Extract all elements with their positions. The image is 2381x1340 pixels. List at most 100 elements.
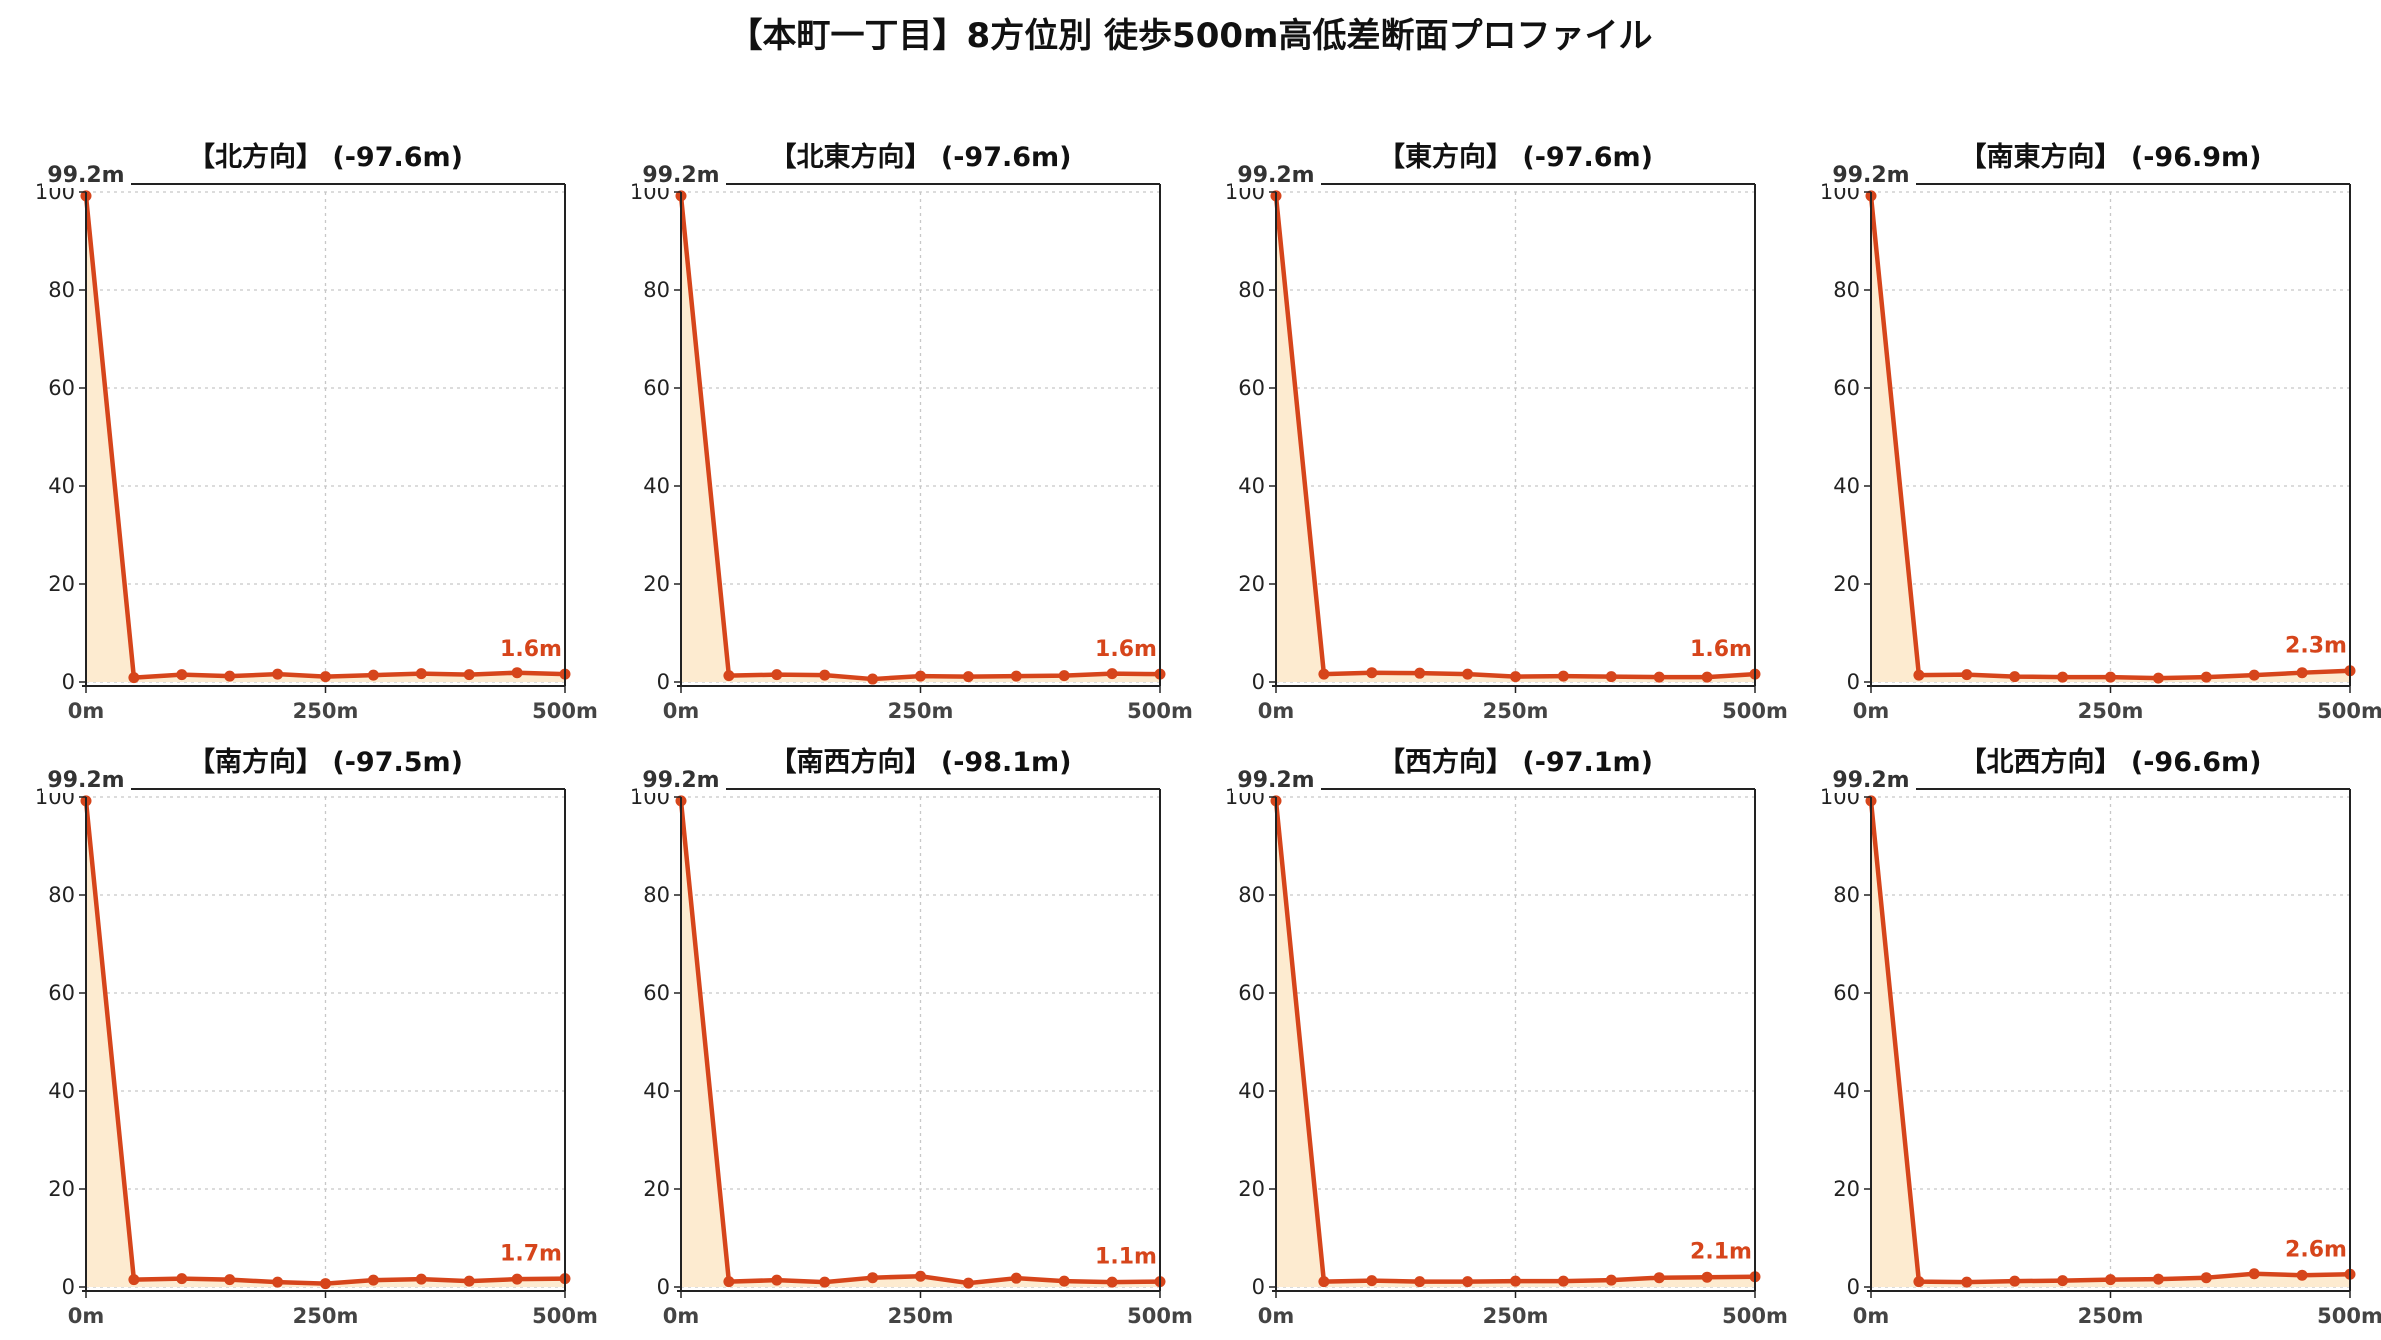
y-tick-label: 20	[643, 1177, 670, 1201]
data-point	[867, 1272, 879, 1284]
data-point	[2105, 671, 2116, 683]
start-label-bg	[637, 162, 725, 188]
data-point	[224, 670, 236, 682]
data-point	[723, 1276, 735, 1288]
y-tick-label: 0	[62, 670, 75, 694]
x-tick-label: 500m	[1722, 1304, 1788, 1328]
start-label-bg	[1827, 767, 1915, 793]
start-label-bg	[42, 162, 130, 188]
data-point	[819, 669, 831, 681]
data-point	[2200, 1272, 2212, 1284]
data-point	[1010, 1272, 1022, 1284]
y-tick-label: 80	[643, 883, 670, 907]
data-point	[819, 1276, 831, 1288]
data-point	[1318, 668, 1330, 680]
x-tick-label: 0m	[68, 1304, 105, 1328]
y-tick-label: 40	[1238, 1079, 1265, 1103]
x-tick-label: 250m	[293, 1304, 359, 1328]
x-tick-label: 250m	[2078, 1304, 2144, 1328]
data-point	[915, 670, 926, 682]
y-tick-label: 20	[48, 1177, 75, 1201]
data-point	[415, 1273, 427, 1285]
y-tick-label: 20	[1833, 572, 1860, 596]
data-point	[1318, 1276, 1330, 1288]
data-point	[2152, 1273, 2164, 1285]
data-point	[272, 1276, 284, 1288]
y-tick-label: 80	[48, 883, 75, 907]
data-point	[2296, 1269, 2308, 1281]
x-tick-label: 500m	[1722, 699, 1788, 723]
y-tick-label: 0	[1847, 1275, 1860, 1299]
y-tick-label: 40	[643, 474, 670, 498]
subplot-title: 【南西方向】 (-98.1m)	[769, 746, 1071, 778]
profile-line	[1273, 195, 1756, 680]
data-point	[2248, 1268, 2260, 1280]
figure-title: 【本町一丁目】8方位別 徒歩500m高低差断面プロファイル	[728, 16, 1653, 56]
x-tick-label: 0m	[1258, 699, 1295, 723]
y-tick-label: 60	[643, 376, 670, 400]
data-point	[1557, 1275, 1569, 1287]
data-point	[463, 1275, 475, 1287]
subplot-title: 【北方向】 (-97.6m)	[188, 141, 463, 173]
x-tick-label: 500m	[2317, 699, 2381, 723]
data-point	[1010, 670, 1022, 682]
y-tick-label: 0	[657, 1275, 670, 1299]
data-point	[415, 668, 427, 680]
x-tick-label: 250m	[1483, 699, 1549, 723]
data-point	[771, 669, 783, 681]
data-point	[511, 1273, 523, 1285]
y-tick-label: 60	[643, 981, 670, 1005]
data-point	[176, 1273, 188, 1285]
subplot-title: 【北東方向】 (-97.6m)	[769, 141, 1071, 173]
end-label: 1.1m	[1095, 1245, 1157, 1270]
y-tick-label: 60	[1833, 981, 1860, 1005]
y-tick-label: 40	[48, 1079, 75, 1103]
y-tick-label: 80	[1238, 278, 1265, 302]
data-point	[867, 673, 879, 685]
data-point	[463, 669, 475, 681]
data-point	[1414, 667, 1426, 679]
y-tick-label: 40	[48, 474, 75, 498]
data-point	[2009, 1275, 2021, 1287]
data-point	[2057, 671, 2069, 683]
data-point	[1106, 668, 1118, 680]
data-point	[1701, 671, 1713, 683]
start-label-bg	[1232, 162, 1320, 188]
y-tick-label: 80	[1833, 278, 1860, 302]
y-tick-label: 60	[48, 981, 75, 1005]
data-point	[128, 672, 140, 684]
data-point	[1106, 1276, 1118, 1288]
start-label-bg	[1827, 162, 1915, 188]
start-label: 99.2m	[1832, 163, 1909, 188]
y-tick-label: 20	[1238, 572, 1265, 596]
data-point	[1961, 1276, 1973, 1288]
start-label-bg	[42, 767, 130, 793]
subplot-title: 【東方向】 (-97.6m)	[1378, 141, 1653, 173]
data-point	[511, 667, 523, 679]
y-tick-label: 60	[1833, 376, 1860, 400]
x-tick-label: 500m	[2317, 1304, 2381, 1328]
profile-line	[1273, 800, 1756, 1284]
y-tick-label: 60	[48, 376, 75, 400]
y-tick-label: 20	[643, 572, 670, 596]
y-tick-label: 40	[1833, 474, 1860, 498]
data-point	[1510, 1275, 1521, 1287]
data-point	[2105, 1274, 2116, 1286]
data-point	[1366, 667, 1378, 679]
data-point	[2152, 672, 2164, 684]
x-tick-label: 500m	[532, 1304, 598, 1328]
start-label: 99.2m	[47, 768, 124, 793]
start-label: 99.2m	[1237, 163, 1314, 188]
data-point	[176, 669, 188, 681]
end-label: 2.6m	[2285, 1237, 2347, 1262]
data-point	[1653, 671, 1665, 683]
end-label: 1.6m	[1095, 637, 1157, 662]
y-tick-label: 20	[1238, 1177, 1265, 1201]
data-point	[272, 668, 284, 680]
x-tick-label: 500m	[1127, 1304, 1193, 1328]
